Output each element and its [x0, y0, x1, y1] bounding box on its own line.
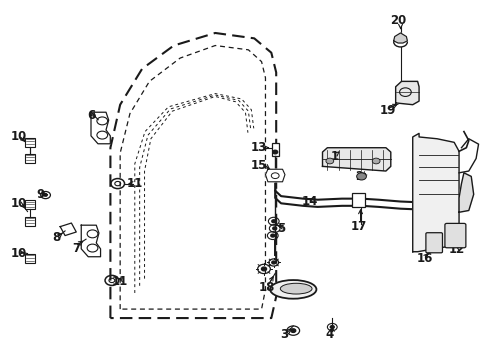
Text: 2: 2	[354, 170, 363, 183]
Text: 10: 10	[11, 197, 27, 210]
Text: 18: 18	[258, 281, 274, 294]
Text: 10: 10	[11, 247, 27, 260]
Polygon shape	[393, 33, 407, 43]
FancyBboxPatch shape	[425, 233, 442, 253]
Circle shape	[271, 220, 275, 223]
Bar	[25, 154, 35, 163]
Text: 11: 11	[126, 177, 142, 190]
Text: 12: 12	[447, 243, 464, 256]
Text: 5: 5	[276, 222, 285, 235]
Polygon shape	[60, 223, 76, 235]
Polygon shape	[458, 173, 473, 212]
Bar	[25, 201, 35, 210]
Ellipse shape	[280, 283, 311, 294]
Text: 15: 15	[250, 159, 267, 172]
Text: 14: 14	[302, 195, 318, 208]
Text: 11: 11	[112, 275, 128, 288]
Text: 17: 17	[350, 220, 366, 233]
Text: 13: 13	[250, 141, 267, 154]
Polygon shape	[412, 134, 458, 252]
Circle shape	[271, 261, 275, 264]
Text: 16: 16	[416, 252, 432, 265]
Circle shape	[356, 173, 366, 180]
Polygon shape	[81, 225, 101, 257]
Bar	[25, 217, 35, 226]
Circle shape	[272, 150, 277, 154]
Circle shape	[43, 194, 47, 197]
FancyBboxPatch shape	[444, 224, 465, 248]
Text: 20: 20	[389, 14, 406, 27]
Text: 19: 19	[379, 104, 396, 117]
Circle shape	[290, 329, 295, 332]
Ellipse shape	[269, 280, 316, 299]
Bar	[351, 193, 365, 207]
Text: 3: 3	[280, 328, 288, 341]
Polygon shape	[265, 169, 285, 182]
Bar	[272, 143, 278, 156]
Bar	[25, 254, 35, 263]
Text: 8: 8	[53, 231, 61, 244]
Circle shape	[330, 325, 333, 328]
Text: 10: 10	[11, 130, 27, 144]
Circle shape	[270, 234, 274, 237]
Polygon shape	[322, 148, 390, 171]
Polygon shape	[91, 112, 110, 144]
Circle shape	[325, 158, 333, 164]
Text: 1: 1	[330, 150, 338, 163]
Bar	[25, 138, 35, 147]
Text: 7: 7	[72, 242, 80, 255]
Text: 4: 4	[325, 328, 333, 341]
Text: 6: 6	[86, 109, 95, 122]
Circle shape	[261, 267, 266, 271]
Circle shape	[371, 158, 379, 164]
Circle shape	[272, 227, 276, 230]
Text: 9: 9	[37, 188, 45, 201]
Polygon shape	[395, 81, 418, 105]
